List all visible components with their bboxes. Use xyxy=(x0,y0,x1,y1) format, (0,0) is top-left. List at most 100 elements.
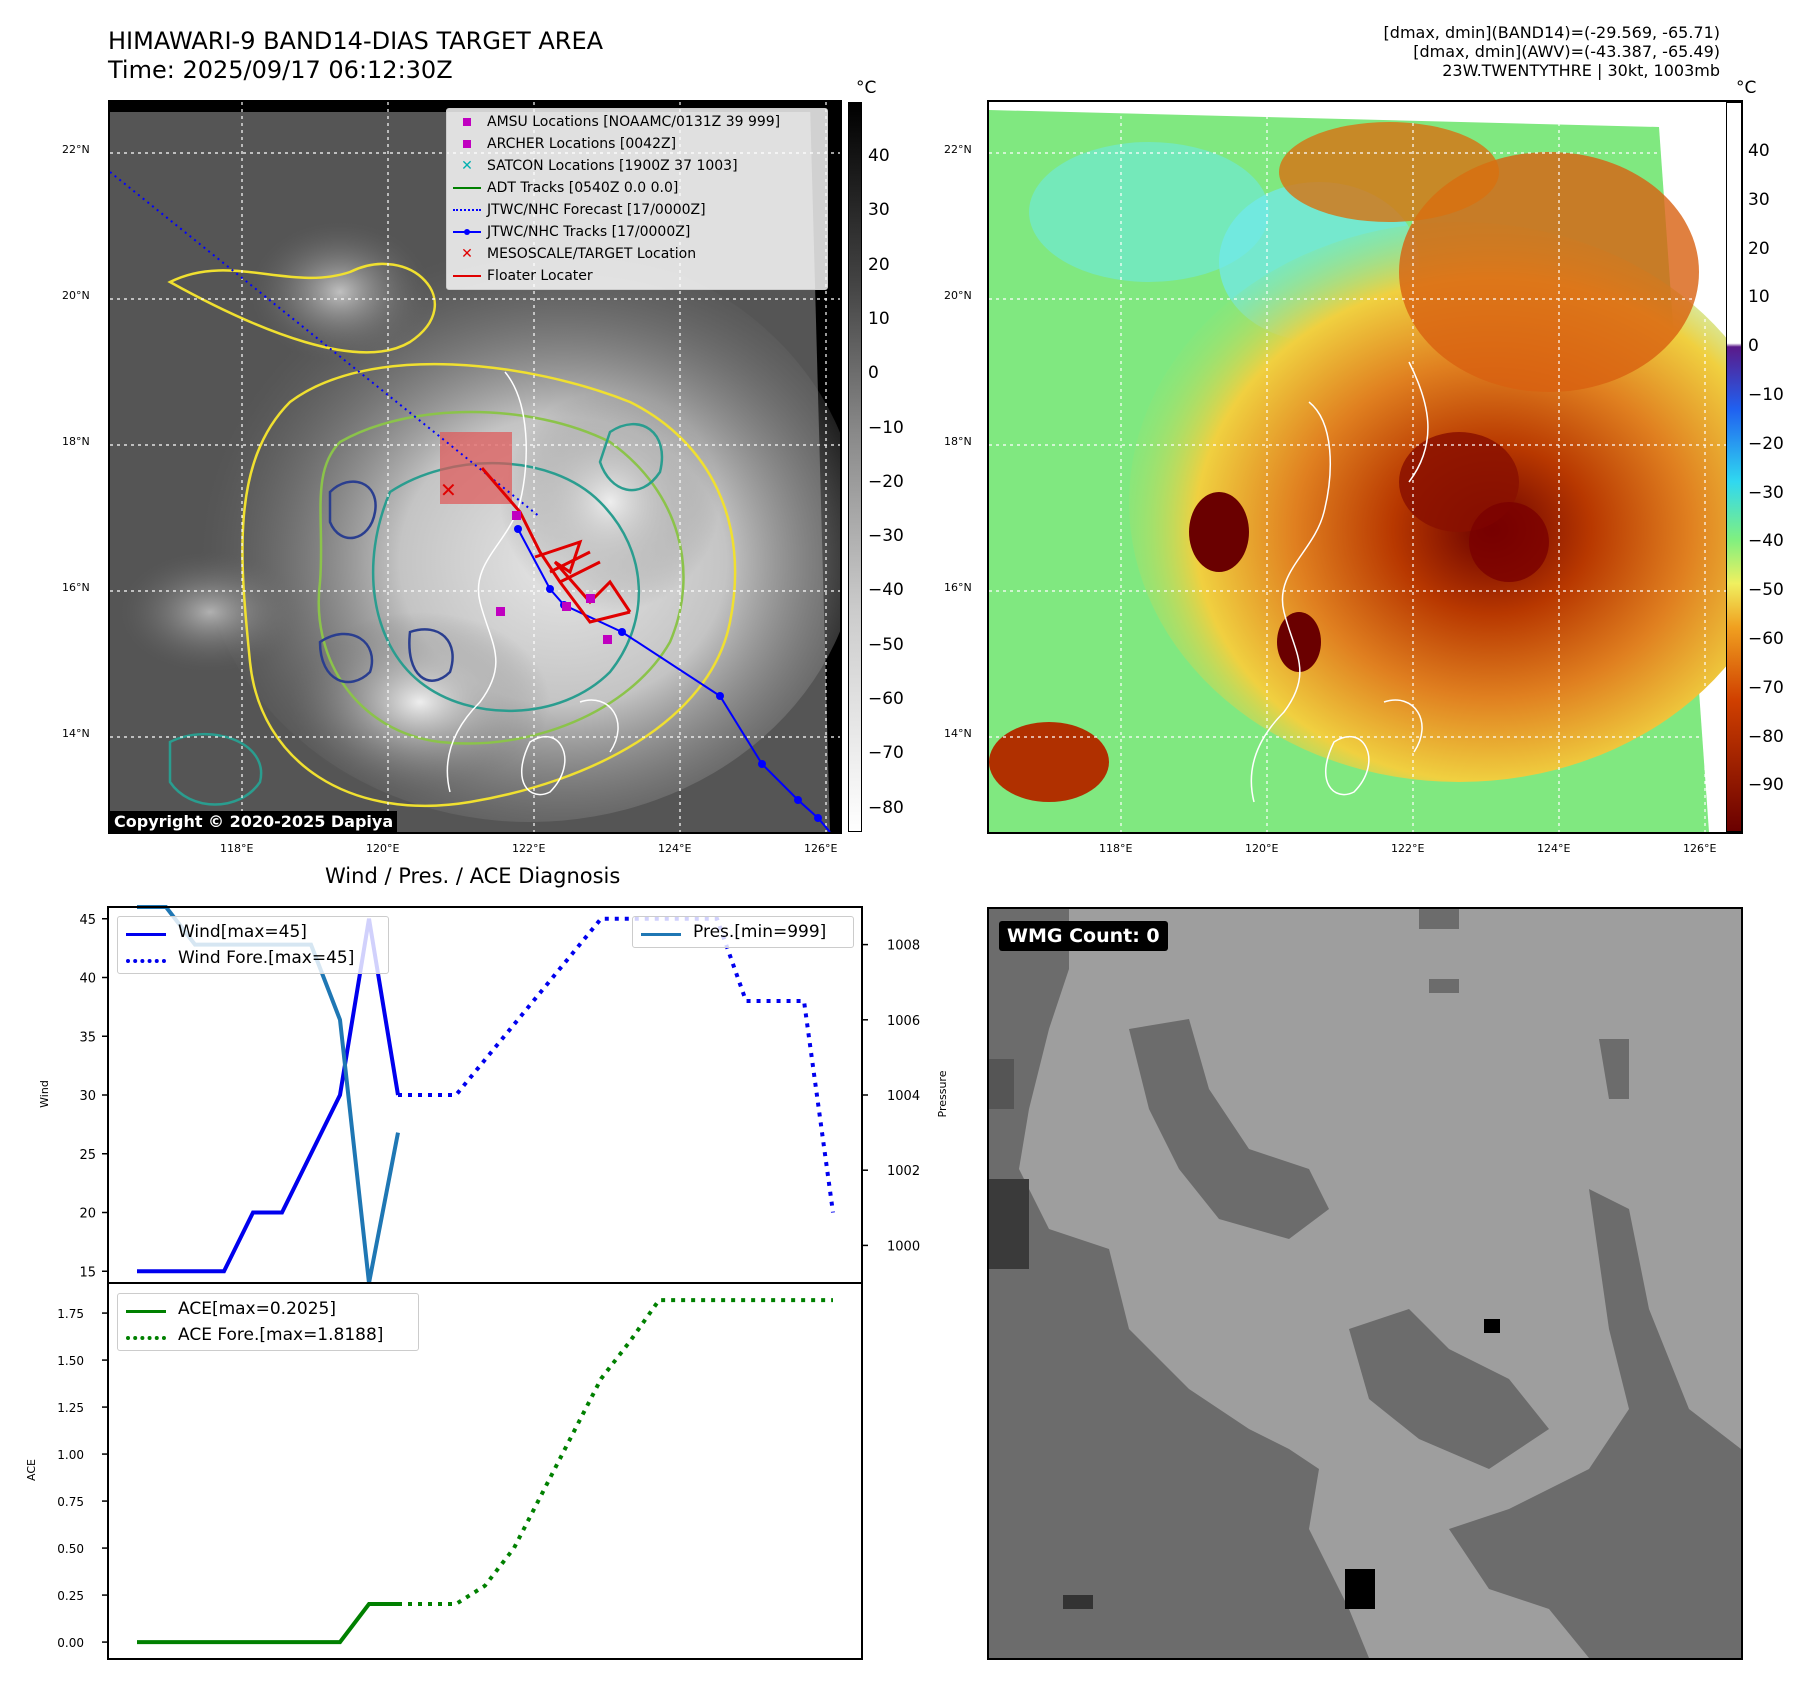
ace-tick-label: 1.75 xyxy=(57,1307,84,1321)
wind-tick-label: 15 xyxy=(79,1265,96,1280)
lon-label: 122°E xyxy=(1391,842,1425,855)
wind-tick-label: 30 xyxy=(79,1089,96,1104)
right-cbar-unit: °C xyxy=(1736,78,1757,98)
pressure-tick-label: 1002 xyxy=(887,1164,920,1179)
colorbar-tick: 40 xyxy=(1748,141,1770,161)
colorbar-tick: 10 xyxy=(1748,287,1770,308)
colorbar-tick: 10 xyxy=(868,308,890,329)
lon-label: 118°E xyxy=(1099,842,1133,855)
wind-tick-label: 25 xyxy=(79,1148,96,1163)
legend-ace-fore: ACE Fore.[max=1.8188] xyxy=(118,1322,418,1348)
legend-ace: ACE[max=0.2025] xyxy=(118,1296,418,1322)
colorbar-tick: −50 xyxy=(868,634,904,655)
series-line-wind-max- xyxy=(137,918,400,1274)
coastline-awv xyxy=(1250,361,1429,803)
colorbar-tick: −70 xyxy=(1748,677,1784,698)
ace-legend: ACE[max=0.2025] ACE Fore.[max=1.8188] xyxy=(117,1293,419,1351)
wind-axis-label: Wind xyxy=(38,1080,51,1108)
colorbar-tick: −80 xyxy=(868,797,904,818)
series-line-ace-max- xyxy=(137,1602,398,1645)
ace-tick-label: 0.00 xyxy=(57,1636,84,1650)
ace-tick-label: 0.75 xyxy=(57,1495,84,1509)
colorbar-tick: −30 xyxy=(868,526,904,547)
colorbar-tick: −60 xyxy=(868,689,904,709)
pressure-tick-label: 1008 xyxy=(887,939,920,954)
pressure-tick-label: 1000 xyxy=(887,1239,920,1254)
legend-item-satcon: ✕ SATCON Locations [1900Z 37 1003] xyxy=(461,158,738,174)
forecast-track xyxy=(110,171,541,518)
legend-item-amsu: AMSU Locations [NOAAMC/0131Z 39 999] xyxy=(447,111,827,133)
colorbar-tick: −10 xyxy=(868,417,904,438)
lat-label: 18°N xyxy=(62,435,90,448)
ace-tick-label: 0.25 xyxy=(57,1589,84,1603)
colorbar-tick: 0 xyxy=(1748,336,1759,357)
lat-label: 22°N xyxy=(62,143,90,156)
lat-label: 20°N xyxy=(62,289,90,302)
legend-pres: Pres.[min=999] xyxy=(633,919,853,945)
figure-title: HIMAWARI-9 BAND14-DIAS TARGET AREA Time:… xyxy=(108,27,603,85)
lon-label: 124°E xyxy=(1537,842,1571,855)
floater-locater xyxy=(480,467,632,624)
lon-label: 122°E xyxy=(512,842,546,855)
band14-stats: [dmax, dmin](BAND14)=(-29.569, -65.71) xyxy=(1383,23,1720,42)
wind-tick-label: 20 xyxy=(79,1207,96,1222)
lat-label: 20°N xyxy=(944,289,972,302)
colorbar-tick: 0 xyxy=(868,363,879,384)
lat-label: 14°N xyxy=(62,727,90,740)
legend-item-forecast: JTWC/NHC Forecast [17/0000Z] xyxy=(447,199,827,221)
lat-label: 22°N xyxy=(944,143,972,156)
pressure-tick-label: 1006 xyxy=(887,1014,920,1029)
awv-colorbar xyxy=(1726,102,1742,832)
pressure-axis-label: Pressure xyxy=(936,1070,949,1117)
coastline xyxy=(446,371,619,796)
grayscale-colorbar xyxy=(848,102,862,832)
lon-label: 118°E xyxy=(220,842,254,855)
target-area-box xyxy=(440,432,512,504)
wmg-panel: WMG Count: 0 xyxy=(987,907,1743,1660)
wind-tick-label: 40 xyxy=(79,972,96,987)
left-cbar-unit: °C xyxy=(856,78,877,98)
wind-tick-label: 45 xyxy=(79,913,96,928)
colorbar-tick: −10 xyxy=(1748,385,1784,405)
lat-label: 18°N xyxy=(944,435,972,448)
storm-info: 23W.TWENTYTHRE | 30kt, 1003mb xyxy=(1442,61,1720,80)
awv-map-panel xyxy=(987,100,1743,834)
wind-legend: Wind[max=45] Wind Fore.[max=45] xyxy=(117,916,389,974)
colorbar-tick: −50 xyxy=(1748,580,1784,601)
colorbar-tick: −20 xyxy=(868,471,904,492)
copyright-badge: Copyright © 2020-2025 Dapiya xyxy=(110,811,398,832)
colorbar-tick: 40 xyxy=(868,146,890,166)
colorbar-tick: 20 xyxy=(1748,238,1770,259)
colorbar-tick: −40 xyxy=(1748,531,1784,552)
series-line-ace-fore-max- xyxy=(398,1298,833,1607)
map-legend: AMSU Locations [NOAAMC/0131Z 39 999] ARC… xyxy=(446,108,828,290)
lon-label: 126°E xyxy=(1683,842,1717,855)
ace-panel-frame xyxy=(107,1282,863,1660)
awv-map-svg xyxy=(989,102,1741,832)
amsu-archer-markers xyxy=(496,511,612,644)
lat-label: 16°N xyxy=(62,581,90,594)
pressure-legend: Pres.[min=999] xyxy=(632,916,854,948)
colorbar-tick: −20 xyxy=(1748,433,1784,454)
title-line-1: HIMAWARI-9 BAND14-DIAS TARGET AREA xyxy=(108,27,604,55)
ace-axis-label: ACE xyxy=(25,1459,38,1481)
pressure-tick-label: 1004 xyxy=(887,1089,920,1104)
legend-wind-fore: Wind Fore.[max=45] xyxy=(118,945,388,971)
colorbar-tick: 30 xyxy=(1748,189,1770,210)
diagnosis-chart: 15 20 25 30 35 40 45 1000 1002 1004 1006 1008 0.00… xyxy=(25,905,949,1660)
legend-item-tracks: JTWC/NHC Tracks [17/0000Z] xyxy=(447,221,827,243)
diagnosis-title: Wind / Pres. / ACE Diagnosis xyxy=(325,864,621,888)
legend-wind: Wind[max=45] xyxy=(118,919,388,945)
legend-item-target: ✕ MESOSCALE/TARGET Location xyxy=(461,246,697,262)
colorbar-tick: −80 xyxy=(1748,726,1784,747)
colorbar-tick: 30 xyxy=(868,200,890,221)
lat-label: 14°N xyxy=(944,727,972,740)
wind-tick-label: 35 xyxy=(79,1030,96,1045)
lon-label: 124°E xyxy=(658,842,692,855)
colorbar-tick: −40 xyxy=(868,580,904,601)
colorbar-tick: −60 xyxy=(1748,629,1784,649)
lat-label: 16°N xyxy=(944,581,972,594)
lon-label: 120°E xyxy=(1245,842,1279,855)
title-line-2: Time: 2025/09/17 06:12:30Z xyxy=(108,56,453,84)
colorbar-tick: −90 xyxy=(1748,775,1784,796)
